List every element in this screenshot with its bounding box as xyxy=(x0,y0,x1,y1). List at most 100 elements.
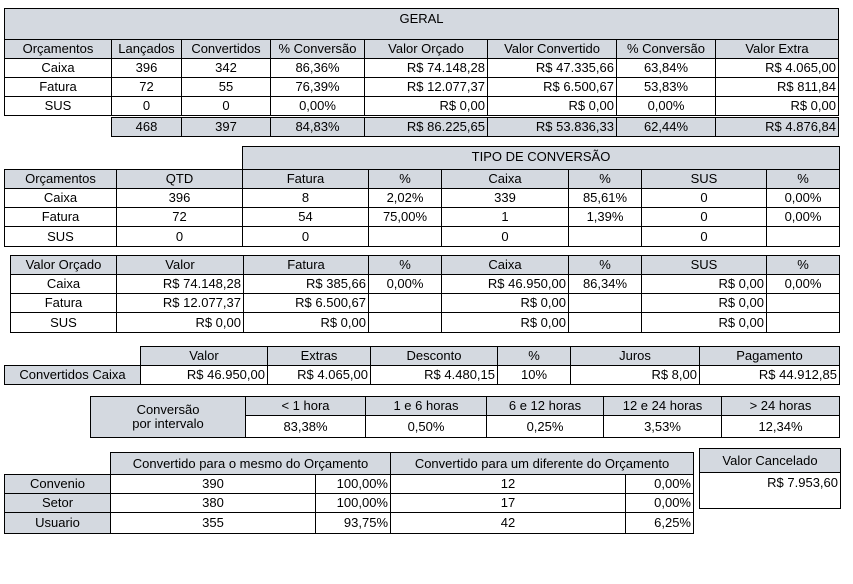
mesmo-diferente-cell: 6,25% xyxy=(625,512,694,534)
tipo-cell: 0 xyxy=(641,188,767,208)
tipo-cell: 0,00% xyxy=(766,188,840,208)
geral-header-pct-conversao-valor: % Conversão xyxy=(616,39,716,59)
convertidos-caixa-cell: R$ 44.912,85 xyxy=(699,365,840,385)
tipo-cell: 396 xyxy=(116,188,243,208)
valor-orcado-cell xyxy=(568,312,642,333)
mesmo-diferente-cell: 100,00% xyxy=(315,493,391,513)
intervalo-cell: 12,34% xyxy=(721,415,840,438)
valor-cancelado-label: Valor Cancelado xyxy=(699,448,841,473)
valor-orcado-cell: R$ 0,00 xyxy=(441,312,569,333)
geral-title: GERAL xyxy=(4,8,839,40)
valor-orcado-cell: R$ 385,66 xyxy=(243,274,369,294)
convertidos-caixa-header-juros: Juros xyxy=(570,346,700,366)
convertidos-caixa-header-valor: Valor xyxy=(140,346,268,366)
valor-orcado-cell: R$ 0,00 xyxy=(441,293,569,313)
valor-orcado-cell xyxy=(568,293,642,313)
valor-orcado-cell: R$ 0,00 xyxy=(641,312,767,333)
tipo-cell: 8 xyxy=(242,188,369,208)
tipo-header-caixa: Caixa xyxy=(441,169,569,189)
valor-orcado-cell xyxy=(368,293,442,313)
tipo-conversao-title: TIPO DE CONVERSÃO xyxy=(242,146,840,170)
mesmo-diferente-cell: 93,75% xyxy=(315,512,391,534)
geral-total-cell: R$ 86.225,65 xyxy=(364,117,488,137)
valor-orcado-cell xyxy=(368,312,442,333)
convertidos-caixa-cell: R$ 8,00 xyxy=(570,365,700,385)
intervalo-header: 1 e 6 horas xyxy=(365,396,487,416)
geral-total-cell: 84,83% xyxy=(270,117,365,137)
intervalo-cell: 3,53% xyxy=(603,415,722,438)
tipo-cell: 0 xyxy=(641,226,767,247)
tipo-cell xyxy=(766,226,840,247)
convertido-mesmo-header: Convertido para o mesmo do Orçamento xyxy=(110,452,391,475)
geral-cell: 72 xyxy=(111,77,182,97)
tipo-row-label: Caixa xyxy=(4,188,117,208)
valor-orcado-cell: R$ 46.950,00 xyxy=(441,274,569,294)
intervalo-header: 12 e 24 horas xyxy=(603,396,722,416)
tipo-cell: 0 xyxy=(641,207,767,227)
intervalo-cell: 0,50% xyxy=(365,415,487,438)
valor-orcado-row-label: Fatura xyxy=(10,293,117,313)
intervalo-cell: 83,38% xyxy=(245,415,366,438)
tipo-cell: 0 xyxy=(116,226,243,247)
valor-orcado-header-sus: SUS xyxy=(641,255,767,275)
tipo-header-sus: SUS xyxy=(641,169,767,189)
convertidos-caixa-header-pct: % xyxy=(497,346,571,366)
geral-cell: R$ 0,00 xyxy=(715,96,839,116)
valor-orcado-row-label: SUS xyxy=(10,312,117,333)
tipo-cell: 1,39% xyxy=(568,207,642,227)
geral-cell: 0 xyxy=(181,96,271,116)
valor-orcado-cell: R$ 12.077,37 xyxy=(116,293,244,313)
conversao-intervalo-label: Conversão por intervalo xyxy=(90,396,246,438)
geral-header-valor-convertido: Valor Convertido xyxy=(487,39,617,59)
tipo-header-pct: % xyxy=(766,169,840,189)
geral-cell: R$ 6.500,67 xyxy=(487,77,617,97)
geral-cell: 86,36% xyxy=(270,58,365,78)
valor-orcado-header-valor: Valor xyxy=(116,255,244,275)
geral-header-pct-conversao: % Conversão xyxy=(270,39,365,59)
convertidos-caixa-cell: R$ 46.950,00 xyxy=(140,365,268,385)
intervalo-cell: 0,25% xyxy=(486,415,604,438)
valor-orcado-cell: R$ 6.500,67 xyxy=(243,293,369,313)
tipo-cell: 0,00% xyxy=(766,207,840,227)
tipo-header-pct: % xyxy=(368,169,442,189)
tipo-header-qtd: QTD xyxy=(116,169,243,189)
valor-orcado-row-label: Caixa xyxy=(10,274,117,294)
valor-orcado-cell: R$ 0,00 xyxy=(116,312,244,333)
geral-cell: 0,00% xyxy=(616,96,716,116)
tipo-row-label: Fatura xyxy=(4,207,117,227)
convertidos-caixa-label: Convertidos Caixa xyxy=(4,365,141,385)
geral-cell: R$ 0,00 xyxy=(364,96,488,116)
valor-orcado-cell xyxy=(766,293,840,313)
mesmo-diferente-cell: 17 xyxy=(390,493,626,513)
mesmo-diferente-row-label: Usuario xyxy=(4,512,111,534)
geral-cell: 63,84% xyxy=(616,58,716,78)
convertidos-caixa-header-extras: Extras xyxy=(267,346,371,366)
geral-row-label: SUS xyxy=(4,96,112,116)
convertidos-caixa-cell: R$ 4.480,15 xyxy=(370,365,498,385)
valor-orcado-cell: 0,00% xyxy=(368,274,442,294)
tipo-cell: 75,00% xyxy=(368,207,442,227)
mesmo-diferente-cell: 390 xyxy=(110,474,316,494)
valor-orcado-cell: R$ 0,00 xyxy=(641,274,767,294)
valor-orcado-cell: R$ 0,00 xyxy=(641,293,767,313)
valor-orcado-header-caixa: Caixa xyxy=(441,255,569,275)
geral-total-cell: 468 xyxy=(111,117,182,137)
mesmo-diferente-row-label: Convenio xyxy=(4,474,111,494)
geral-total-cell: 397 xyxy=(181,117,271,137)
convertidos-caixa-header-pagamento: Pagamento xyxy=(699,346,840,366)
geral-header-orcamentos: Orçamentos xyxy=(4,39,112,59)
tipo-cell xyxy=(368,226,442,247)
tipo-header-orcamentos: Orçamentos xyxy=(4,169,117,189)
intervalo-header: 6 e 12 horas xyxy=(486,396,604,416)
convertido-diferente-header: Convertido para um diferente do Orçament… xyxy=(390,452,694,475)
mesmo-diferente-cell: 12 xyxy=(390,474,626,494)
intervalo-header: > 24 horas xyxy=(721,396,840,416)
geral-cell: 342 xyxy=(181,58,271,78)
mesmo-diferente-cell: 380 xyxy=(110,493,316,513)
valor-orcado-cell: R$ 0,00 xyxy=(243,312,369,333)
tipo-cell: 72 xyxy=(116,207,243,227)
tipo-cell: 54 xyxy=(242,207,369,227)
conversao-intervalo-label-line2: por intervalo xyxy=(132,416,204,431)
tipo-cell: 339 xyxy=(441,188,569,208)
mesmo-diferente-cell: 355 xyxy=(110,512,316,534)
